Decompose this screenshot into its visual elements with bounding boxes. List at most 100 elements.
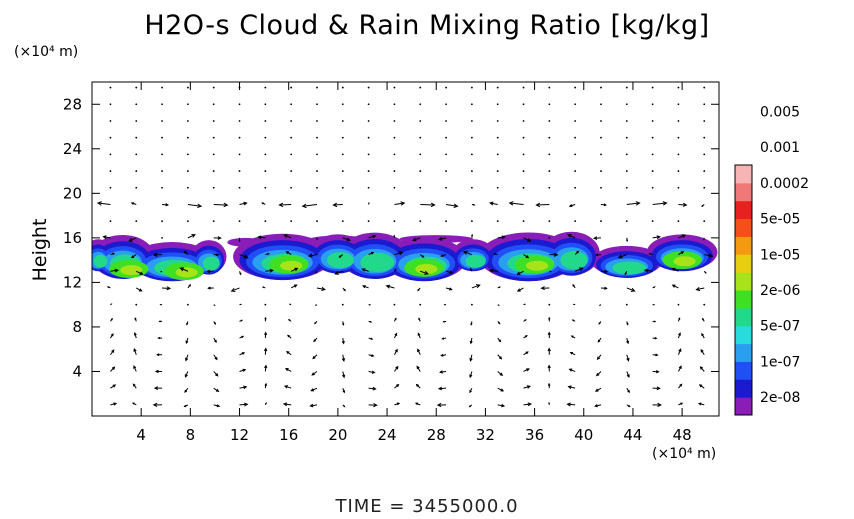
wind-vector-point — [264, 153, 267, 156]
colorbar-swatch — [735, 361, 752, 380]
wind-vector-head — [570, 335, 574, 338]
wind-vector-point — [238, 136, 241, 139]
wind-vector-point — [703, 220, 706, 223]
wind-vector-head — [288, 318, 291, 322]
wind-vector-head — [301, 203, 307, 209]
wind-vector — [574, 267, 583, 272]
wind-vector-head — [680, 402, 684, 405]
wind-vector-head — [283, 234, 288, 238]
wind-vector-head — [473, 203, 476, 206]
wind-vector-point — [341, 170, 344, 172]
wind-vector-head — [524, 319, 527, 322]
y-tick-label: 24 — [63, 140, 82, 158]
wind-vector-point — [419, 120, 422, 122]
wind-vector-head — [286, 351, 290, 355]
wind-vector-point — [419, 186, 422, 189]
wind-vector-point — [496, 186, 499, 189]
mixing-ratio-field — [92, 231, 718, 282]
wind-vector — [239, 202, 247, 205]
y-tick-label: 12 — [63, 273, 82, 291]
wind-vector — [302, 203, 318, 207]
wind-vector-point — [419, 86, 422, 89]
wind-vector-head — [342, 390, 346, 394]
wind-vector-point — [496, 86, 499, 89]
wind-vector-point — [161, 136, 163, 139]
wind-vector-point — [367, 186, 370, 189]
wind-vector-point — [135, 153, 138, 156]
wind-vector-point — [186, 120, 189, 122]
wind-vector-head — [186, 322, 189, 326]
chart-title: H2O-s Cloud & Rain Mixing Ratio [kg/kg] — [144, 10, 710, 41]
wind-vector-point — [264, 186, 267, 189]
wind-vector-head — [417, 348, 421, 353]
wind-vector-head — [571, 319, 574, 322]
wind-vector-head — [671, 284, 676, 288]
colorbar-label: 2e-08 — [760, 390, 800, 406]
wind-vector-point — [651, 153, 654, 156]
wind-vector-head — [488, 268, 494, 273]
wind-vector-head — [269, 268, 274, 273]
wind-vector-head — [597, 339, 601, 343]
field-blob — [227, 237, 265, 247]
wind-vector — [97, 202, 111, 205]
wind-vector — [626, 202, 640, 205]
wind-vector-head — [656, 386, 661, 391]
wind-vector-point — [548, 236, 551, 239]
wind-vector-point — [341, 153, 344, 156]
wind-vector-point — [574, 120, 577, 122]
wind-vector-head — [682, 202, 688, 207]
wind-vector-point — [161, 153, 163, 156]
field-blob — [399, 235, 474, 243]
wind-vector-point — [109, 170, 112, 172]
wind-vector-head — [343, 405, 346, 408]
wind-vector-head — [595, 253, 599, 257]
wind-vector-head — [424, 270, 429, 275]
colorbar-swatch — [735, 236, 752, 255]
wind-vector-head — [396, 402, 401, 406]
wind-vector-point — [264, 86, 267, 89]
wind-vector-head — [102, 235, 107, 240]
wind-vector-head — [567, 385, 572, 389]
wind-vector-head — [498, 286, 501, 289]
wind-vector — [239, 403, 248, 406]
wind-vector-head — [547, 347, 551, 352]
wind-vector-head — [294, 267, 299, 272]
wind-vector-head — [282, 402, 288, 407]
wind-vector-head — [264, 364, 268, 369]
wind-vector-point — [651, 170, 654, 172]
wind-vector — [438, 387, 447, 390]
wind-vector-point — [290, 103, 293, 106]
wind-vector-point — [651, 86, 654, 89]
wind-vector — [239, 254, 248, 259]
wind-vector-head — [414, 402, 419, 406]
colorbar-swatch — [735, 325, 752, 345]
wind-vector-head — [547, 364, 551, 369]
wind-vector-head — [655, 353, 659, 357]
wind-vector-point — [393, 86, 396, 89]
wind-vector-point — [703, 103, 706, 106]
wind-vector-point — [393, 153, 396, 156]
wind-vector-point — [470, 153, 473, 156]
wind-vector-point — [341, 303, 344, 306]
wind-vector-head — [257, 235, 262, 240]
wind-vector-head — [261, 202, 264, 205]
wind-vector-point — [600, 86, 602, 89]
wind-vector — [445, 203, 458, 207]
wind-vector-head — [191, 234, 196, 238]
wind-vector-head — [678, 317, 681, 320]
wind-vector-head — [635, 201, 641, 206]
wind-vector-point — [135, 136, 138, 139]
wind-vector-point — [470, 86, 473, 89]
wind-vector-point — [677, 120, 680, 122]
wind-vector-head — [373, 402, 378, 408]
wind-vector-head — [417, 288, 420, 292]
field-blob — [560, 251, 588, 270]
field-blob — [326, 252, 354, 269]
wind-vector-head — [548, 316, 551, 320]
wind-vector-head — [415, 383, 419, 387]
wind-vector-head — [430, 202, 436, 208]
x-tick-label: 4 — [136, 426, 146, 444]
wind-vector — [213, 203, 228, 206]
colorbar-swatch — [735, 343, 752, 362]
wind-vector — [279, 203, 292, 206]
